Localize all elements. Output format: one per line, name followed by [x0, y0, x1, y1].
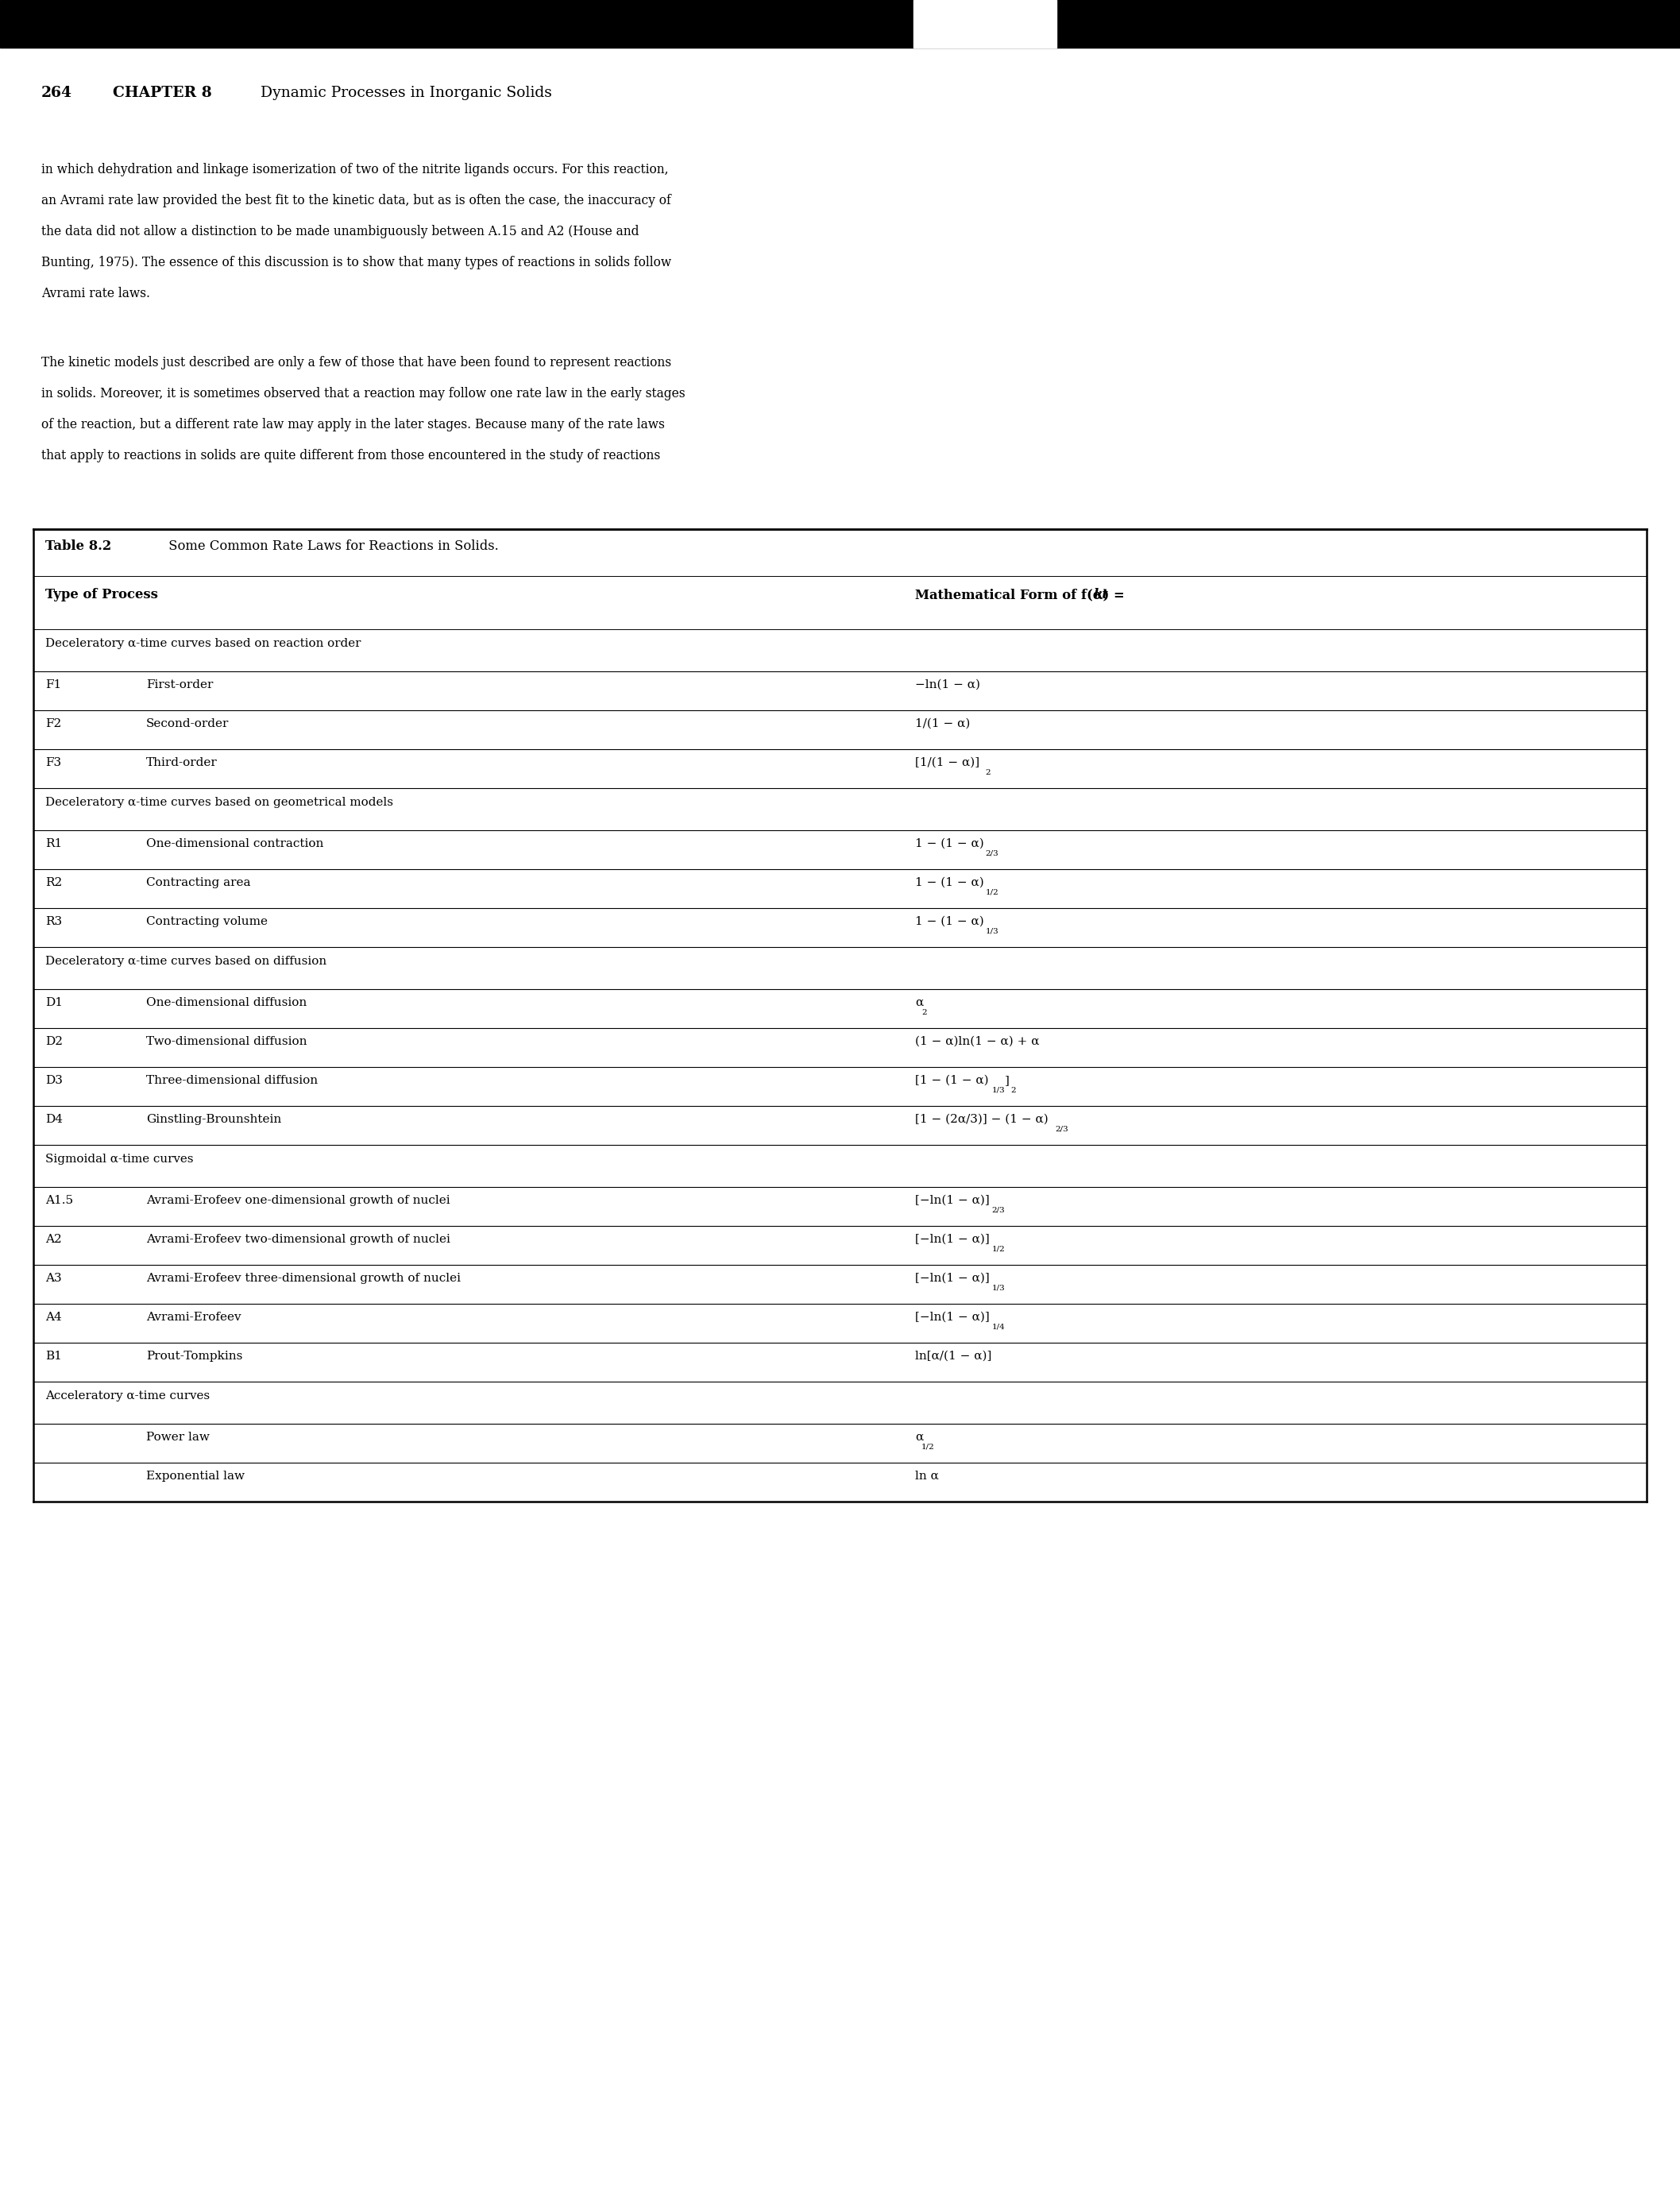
Text: 264: 264 [42, 86, 72, 101]
Text: 2/3: 2/3 [991, 1208, 1005, 1214]
Text: ln[α/(1 − α)]: ln[α/(1 − α)] [916, 1351, 991, 1362]
Text: [−ln(1 − α)]: [−ln(1 − α)] [916, 1274, 990, 1285]
Text: Avrami rate laws.: Avrami rate laws. [42, 288, 150, 301]
Text: D1: D1 [45, 997, 62, 1008]
Text: 1/4: 1/4 [991, 1324, 1005, 1331]
Text: in solids. Moreover, it is sometimes observed that a reaction may follow one rat: in solids. Moreover, it is sometimes obs… [42, 386, 685, 400]
Text: 2: 2 [921, 1008, 927, 1017]
Text: [−ln(1 − α)]: [−ln(1 − α)] [916, 1311, 990, 1322]
Text: First-order: First-order [146, 679, 213, 690]
Text: Second-order: Second-order [146, 718, 228, 729]
Text: in which dehydration and linkage isomerization of two of the nitrite ligands occ: in which dehydration and linkage isomeri… [42, 163, 669, 176]
Text: Ginstling-Brounshtein: Ginstling-Brounshtein [146, 1113, 281, 1124]
Text: The kinetic models just described are only a few of those that have been found t: The kinetic models just described are on… [42, 356, 672, 369]
Text: Prout-Tompkins: Prout-Tompkins [146, 1351, 242, 1362]
Text: the data did not allow a distinction to be made unambiguously between A.15 and A: the data did not allow a distinction to … [42, 224, 638, 239]
Text: an Avrami rate law provided the best fit to the kinetic data, but as is often th: an Avrami rate law provided the best fit… [42, 193, 670, 206]
Text: Contracting volume: Contracting volume [146, 916, 267, 927]
Text: ln α: ln α [916, 1471, 939, 1482]
Text: (1 − α)ln(1 − α) + α: (1 − α)ln(1 − α) + α [916, 1037, 1040, 1047]
Text: Three-dimensional diffusion: Three-dimensional diffusion [146, 1076, 318, 1087]
Text: 1/2: 1/2 [991, 1245, 1005, 1254]
Text: F3: F3 [45, 758, 60, 769]
Text: 1/2: 1/2 [921, 1443, 934, 1452]
Text: 2/3: 2/3 [1055, 1127, 1068, 1133]
Text: that apply to reactions in solids are quite different from those encountered in : that apply to reactions in solids are qu… [42, 448, 660, 463]
Text: A2: A2 [45, 1234, 62, 1245]
Text: F2: F2 [45, 718, 62, 729]
Text: Bunting, 1975). The essence of this discussion is to show that many types of rea: Bunting, 1975). The essence of this disc… [42, 255, 672, 270]
Text: One-dimensional diffusion: One-dimensional diffusion [146, 997, 307, 1008]
Text: ]: ] [1005, 1076, 1010, 1087]
Text: Some Common Rate Laws for Reactions in Solids.: Some Common Rate Laws for Reactions in S… [165, 540, 499, 553]
Text: D3: D3 [45, 1076, 62, 1087]
Text: −ln(1 − α): −ln(1 − α) [916, 679, 979, 690]
Text: [1 − (2α/3)] − (1 − α): [1 − (2α/3)] − (1 − α) [916, 1113, 1048, 1124]
Text: 2: 2 [1011, 1087, 1016, 1094]
Text: of the reaction, but a different rate law may apply in the later stages. Because: of the reaction, but a different rate la… [42, 417, 665, 430]
Text: Deceleratory α-time curves based on reaction order: Deceleratory α-time curves based on reac… [45, 639, 361, 650]
Bar [0, 0, 1680, 48]
Text: Table 8.2: Table 8.2 [45, 540, 111, 553]
Text: R1: R1 [45, 839, 62, 850]
Text: 1 − (1 − α): 1 − (1 − α) [916, 839, 984, 850]
Text: D2: D2 [45, 1037, 62, 1047]
Text: Sigmoidal α-time curves: Sigmoidal α-time curves [45, 1153, 193, 1164]
Text: Type of Process: Type of Process [45, 589, 158, 602]
Text: Avrami-Erofeev three-dimensional growth of nuclei: Avrami-Erofeev three-dimensional growth … [146, 1274, 460, 1285]
Text: 1 − (1 − α): 1 − (1 − α) [916, 876, 984, 887]
Text: [1 − (1 − α): [1 − (1 − α) [916, 1076, 988, 1087]
Text: Mathematical Form of f(α) =: Mathematical Form of f(α) = [916, 589, 1129, 602]
Text: A4: A4 [45, 1311, 62, 1322]
Text: Deceleratory α-time curves based on diffusion: Deceleratory α-time curves based on diff… [45, 955, 326, 966]
Text: [1/(1 − α)]: [1/(1 − α)] [916, 758, 979, 769]
Text: Avrami-Erofeev one-dimensional growth of nuclei: Avrami-Erofeev one-dimensional growth of… [146, 1195, 450, 1206]
Text: [−ln(1 − α)]: [−ln(1 − α)] [916, 1195, 990, 1206]
Text: A3: A3 [45, 1274, 62, 1285]
Text: Contracting area: Contracting area [146, 876, 250, 887]
Text: α: α [916, 997, 924, 1008]
Text: R2: R2 [45, 876, 62, 887]
Text: F1: F1 [45, 679, 62, 690]
Text: 1/2: 1/2 [984, 889, 998, 896]
Text: R3: R3 [45, 916, 62, 927]
Text: A1.5: A1.5 [45, 1195, 74, 1206]
Text: Two-dimensional diffusion: Two-dimensional diffusion [146, 1037, 307, 1047]
Text: Deceleratory α-time curves based on geometrical models: Deceleratory α-time curves based on geom… [45, 797, 393, 808]
Text: 1/3: 1/3 [984, 929, 998, 935]
Text: kt: kt [1094, 589, 1109, 602]
Text: 1 − (1 − α): 1 − (1 − α) [916, 916, 984, 927]
Bar [914, 0, 1057, 48]
Text: α: α [916, 1432, 924, 1443]
Text: Dynamic Processes in Inorganic Solids: Dynamic Processes in Inorganic Solids [260, 86, 553, 101]
Text: 2: 2 [984, 769, 991, 775]
Text: Power law: Power law [146, 1432, 210, 1443]
Text: D4: D4 [45, 1113, 62, 1124]
Text: Exponential law: Exponential law [146, 1471, 245, 1482]
Text: 1/(1 − α): 1/(1 − α) [916, 718, 969, 729]
Text: CHAPTER 8: CHAPTER 8 [113, 86, 212, 101]
Text: Third-order: Third-order [146, 758, 217, 769]
Text: [−ln(1 − α)]: [−ln(1 − α)] [916, 1234, 990, 1245]
Text: One-dimensional contraction: One-dimensional contraction [146, 839, 324, 850]
Text: 1/3: 1/3 [991, 1285, 1005, 1291]
Text: 1/3: 1/3 [991, 1087, 1005, 1094]
Text: B1: B1 [45, 1351, 62, 1362]
Text: Avrami-Erofeev: Avrami-Erofeev [146, 1311, 242, 1322]
Text: Avrami-Erofeev two-dimensional growth of nuclei: Avrami-Erofeev two-dimensional growth of… [146, 1234, 450, 1245]
Text: Acceleratory α-time curves: Acceleratory α-time curves [45, 1390, 210, 1401]
Text: 2/3: 2/3 [984, 850, 998, 856]
